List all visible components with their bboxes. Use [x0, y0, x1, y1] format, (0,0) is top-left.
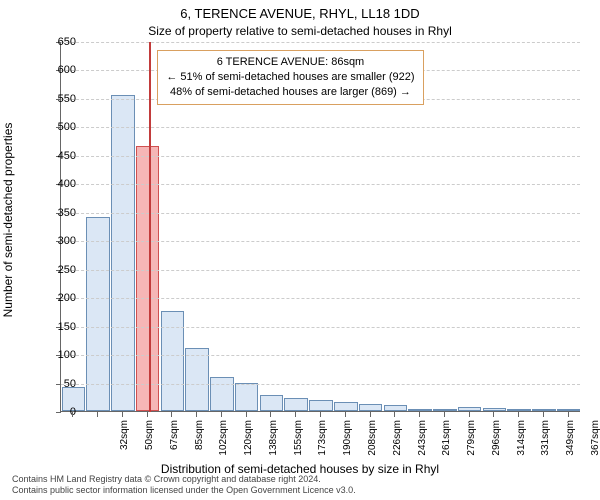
bar — [384, 405, 408, 411]
y-tick-label: 200 — [36, 292, 76, 304]
callout-line2: ← 51% of semi-detached houses are smalle… — [166, 70, 414, 85]
x-tick-mark — [345, 412, 346, 417]
bar — [532, 409, 556, 411]
chart-title: 6, TERENCE AVENUE, RHYL, LL18 1DD — [0, 6, 600, 21]
x-tick-mark — [221, 412, 222, 417]
y-tick-label: 250 — [36, 264, 76, 276]
x-tick-mark — [419, 412, 420, 417]
footnote-line1: Contains HM Land Registry data © Crown c… — [12, 474, 356, 485]
grid-line — [61, 213, 580, 214]
x-tick-mark — [394, 412, 395, 417]
y-tick-label: 400 — [36, 178, 76, 190]
bar — [284, 398, 308, 411]
footnote-line2: Contains public sector information licen… — [12, 485, 356, 496]
grid-line — [61, 384, 580, 385]
x-tick-mark — [97, 412, 98, 417]
callout-line3: 48% of semi-detached houses are larger (… — [166, 85, 414, 100]
grid-line — [61, 355, 580, 356]
grid-line — [61, 42, 580, 43]
x-tick-mark — [196, 412, 197, 417]
y-tick-label: 650 — [36, 36, 76, 48]
x-tick-mark — [147, 412, 148, 417]
grid-line — [61, 184, 580, 185]
x-tick-mark — [171, 412, 172, 417]
y-tick-label: 300 — [36, 235, 76, 247]
grid-line — [61, 127, 580, 128]
grid-line — [61, 327, 580, 328]
x-tick-mark — [444, 412, 445, 417]
bar — [507, 409, 531, 411]
y-tick-label: 100 — [36, 349, 76, 361]
y-tick-label: 350 — [36, 207, 76, 219]
bar — [111, 95, 135, 411]
chart-root: 6, TERENCE AVENUE, RHYL, LL18 1DD Size o… — [0, 0, 600, 500]
bar — [359, 404, 383, 411]
bar — [260, 395, 284, 411]
x-tick-mark — [246, 412, 247, 417]
y-tick-label: 50 — [36, 378, 76, 390]
y-axis-label: Number of semi-detached properties — [1, 123, 15, 318]
y-tick-label: 150 — [36, 321, 76, 333]
footnote: Contains HM Land Registry data © Crown c… — [12, 474, 356, 497]
bar — [334, 402, 358, 411]
grid-line — [61, 241, 580, 242]
bar — [86, 217, 110, 411]
plot-area: 6 TERENCE AVENUE: 86sqm ← 51% of semi-de… — [60, 42, 580, 412]
x-tick-mark — [72, 412, 73, 417]
x-tick-mark — [295, 412, 296, 417]
y-tick-label: 600 — [36, 64, 76, 76]
x-tick-mark — [518, 412, 519, 417]
grid-line — [61, 298, 580, 299]
y-tick-label: 450 — [36, 150, 76, 162]
x-tick-mark — [320, 412, 321, 417]
y-tick-label: 550 — [36, 93, 76, 105]
bar — [557, 409, 581, 411]
bar — [210, 377, 234, 411]
callout-box: 6 TERENCE AVENUE: 86sqm ← 51% of semi-de… — [157, 50, 423, 105]
x-tick-mark — [568, 412, 569, 417]
y-tick-label: 500 — [36, 121, 76, 133]
grid-line — [61, 156, 580, 157]
x-tick-mark — [493, 412, 494, 417]
chart-subtitle: Size of property relative to semi-detach… — [0, 24, 600, 38]
marker-line — [149, 42, 151, 412]
x-tick-mark — [370, 412, 371, 417]
bar — [408, 409, 432, 411]
y-tick-label: 0 — [36, 406, 76, 418]
callout-line1: 6 TERENCE AVENUE: 86sqm — [166, 55, 414, 70]
x-tick-mark — [469, 412, 470, 417]
x-tick-mark — [270, 412, 271, 417]
bar — [309, 400, 333, 411]
x-tick-mark — [122, 412, 123, 417]
bar-highlight — [136, 146, 160, 411]
bar — [235, 383, 259, 411]
bar — [185, 348, 209, 411]
bar — [483, 408, 507, 411]
grid-line — [61, 270, 580, 271]
bar — [433, 409, 457, 411]
x-tick-mark — [543, 412, 544, 417]
bar — [458, 407, 482, 411]
